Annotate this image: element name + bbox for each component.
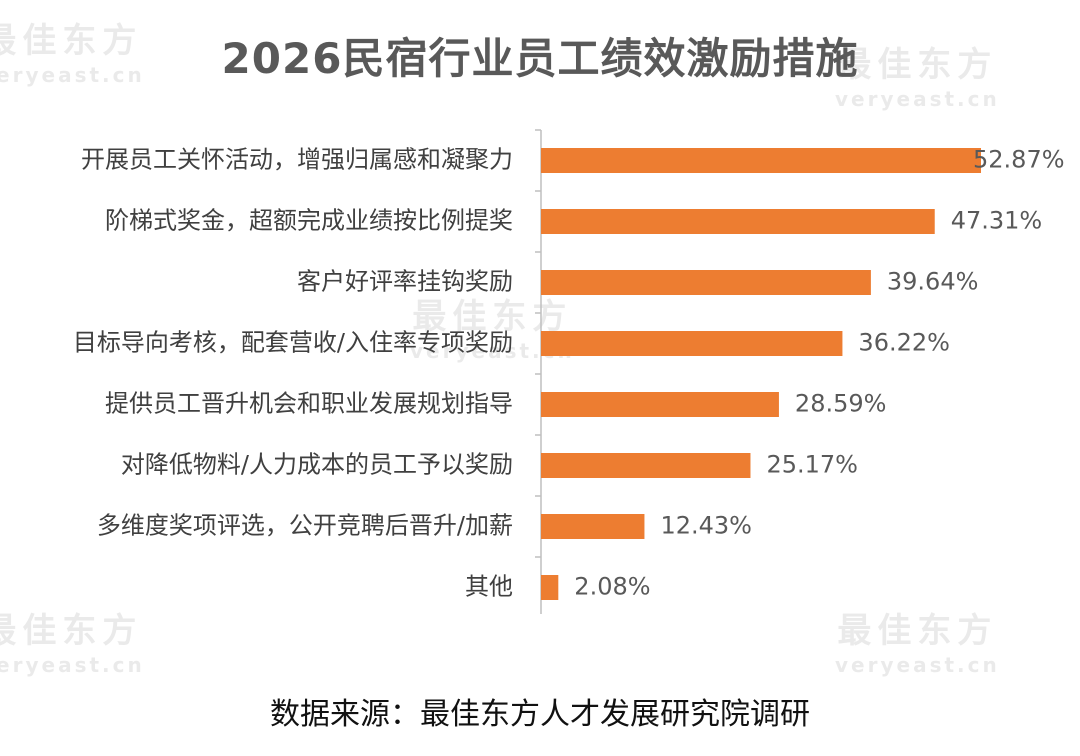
bar [541,331,843,356]
bar [541,270,871,295]
chart-title: 2026民宿行业员工绩效激励措施 [221,34,859,83]
data-label: 36.22% [858,329,950,357]
data-label: 25.17% [766,451,858,479]
bar [541,453,751,478]
category-label: 多维度奖项评选，公开竞聘后晋升/加薪 [97,512,513,540]
data-label: 52.87% [973,146,1065,174]
category-label: 提供员工晋升机会和职业发展规划指导 [105,390,513,418]
category-label: 对降低物料/人力成本的员工予以奖励 [121,451,513,479]
category-label: 开展员工关怀活动，增强归属感和凝聚力 [81,146,513,174]
data-label: 2.08% [574,573,650,601]
category-label: 目标导向考核，配套营收/入住率专项奖励 [73,329,513,357]
data-source: 数据来源：最佳东方人才发展研究院调研 [270,697,810,732]
bar [541,575,559,600]
category-label: 客户好评率挂钩奖励 [297,268,513,296]
category-label: 其他 [465,573,513,601]
bar [541,148,981,173]
data-label: 47.31% [951,207,1043,235]
data-label: 39.64% [887,268,979,296]
data-label: 12.43% [660,512,752,540]
bar [541,209,935,234]
data-label: 28.59% [795,390,887,418]
bar [541,514,645,539]
bar [541,392,779,417]
category-label: 阶梯式奖金，超额完成业绩按比例提奖 [105,207,513,235]
